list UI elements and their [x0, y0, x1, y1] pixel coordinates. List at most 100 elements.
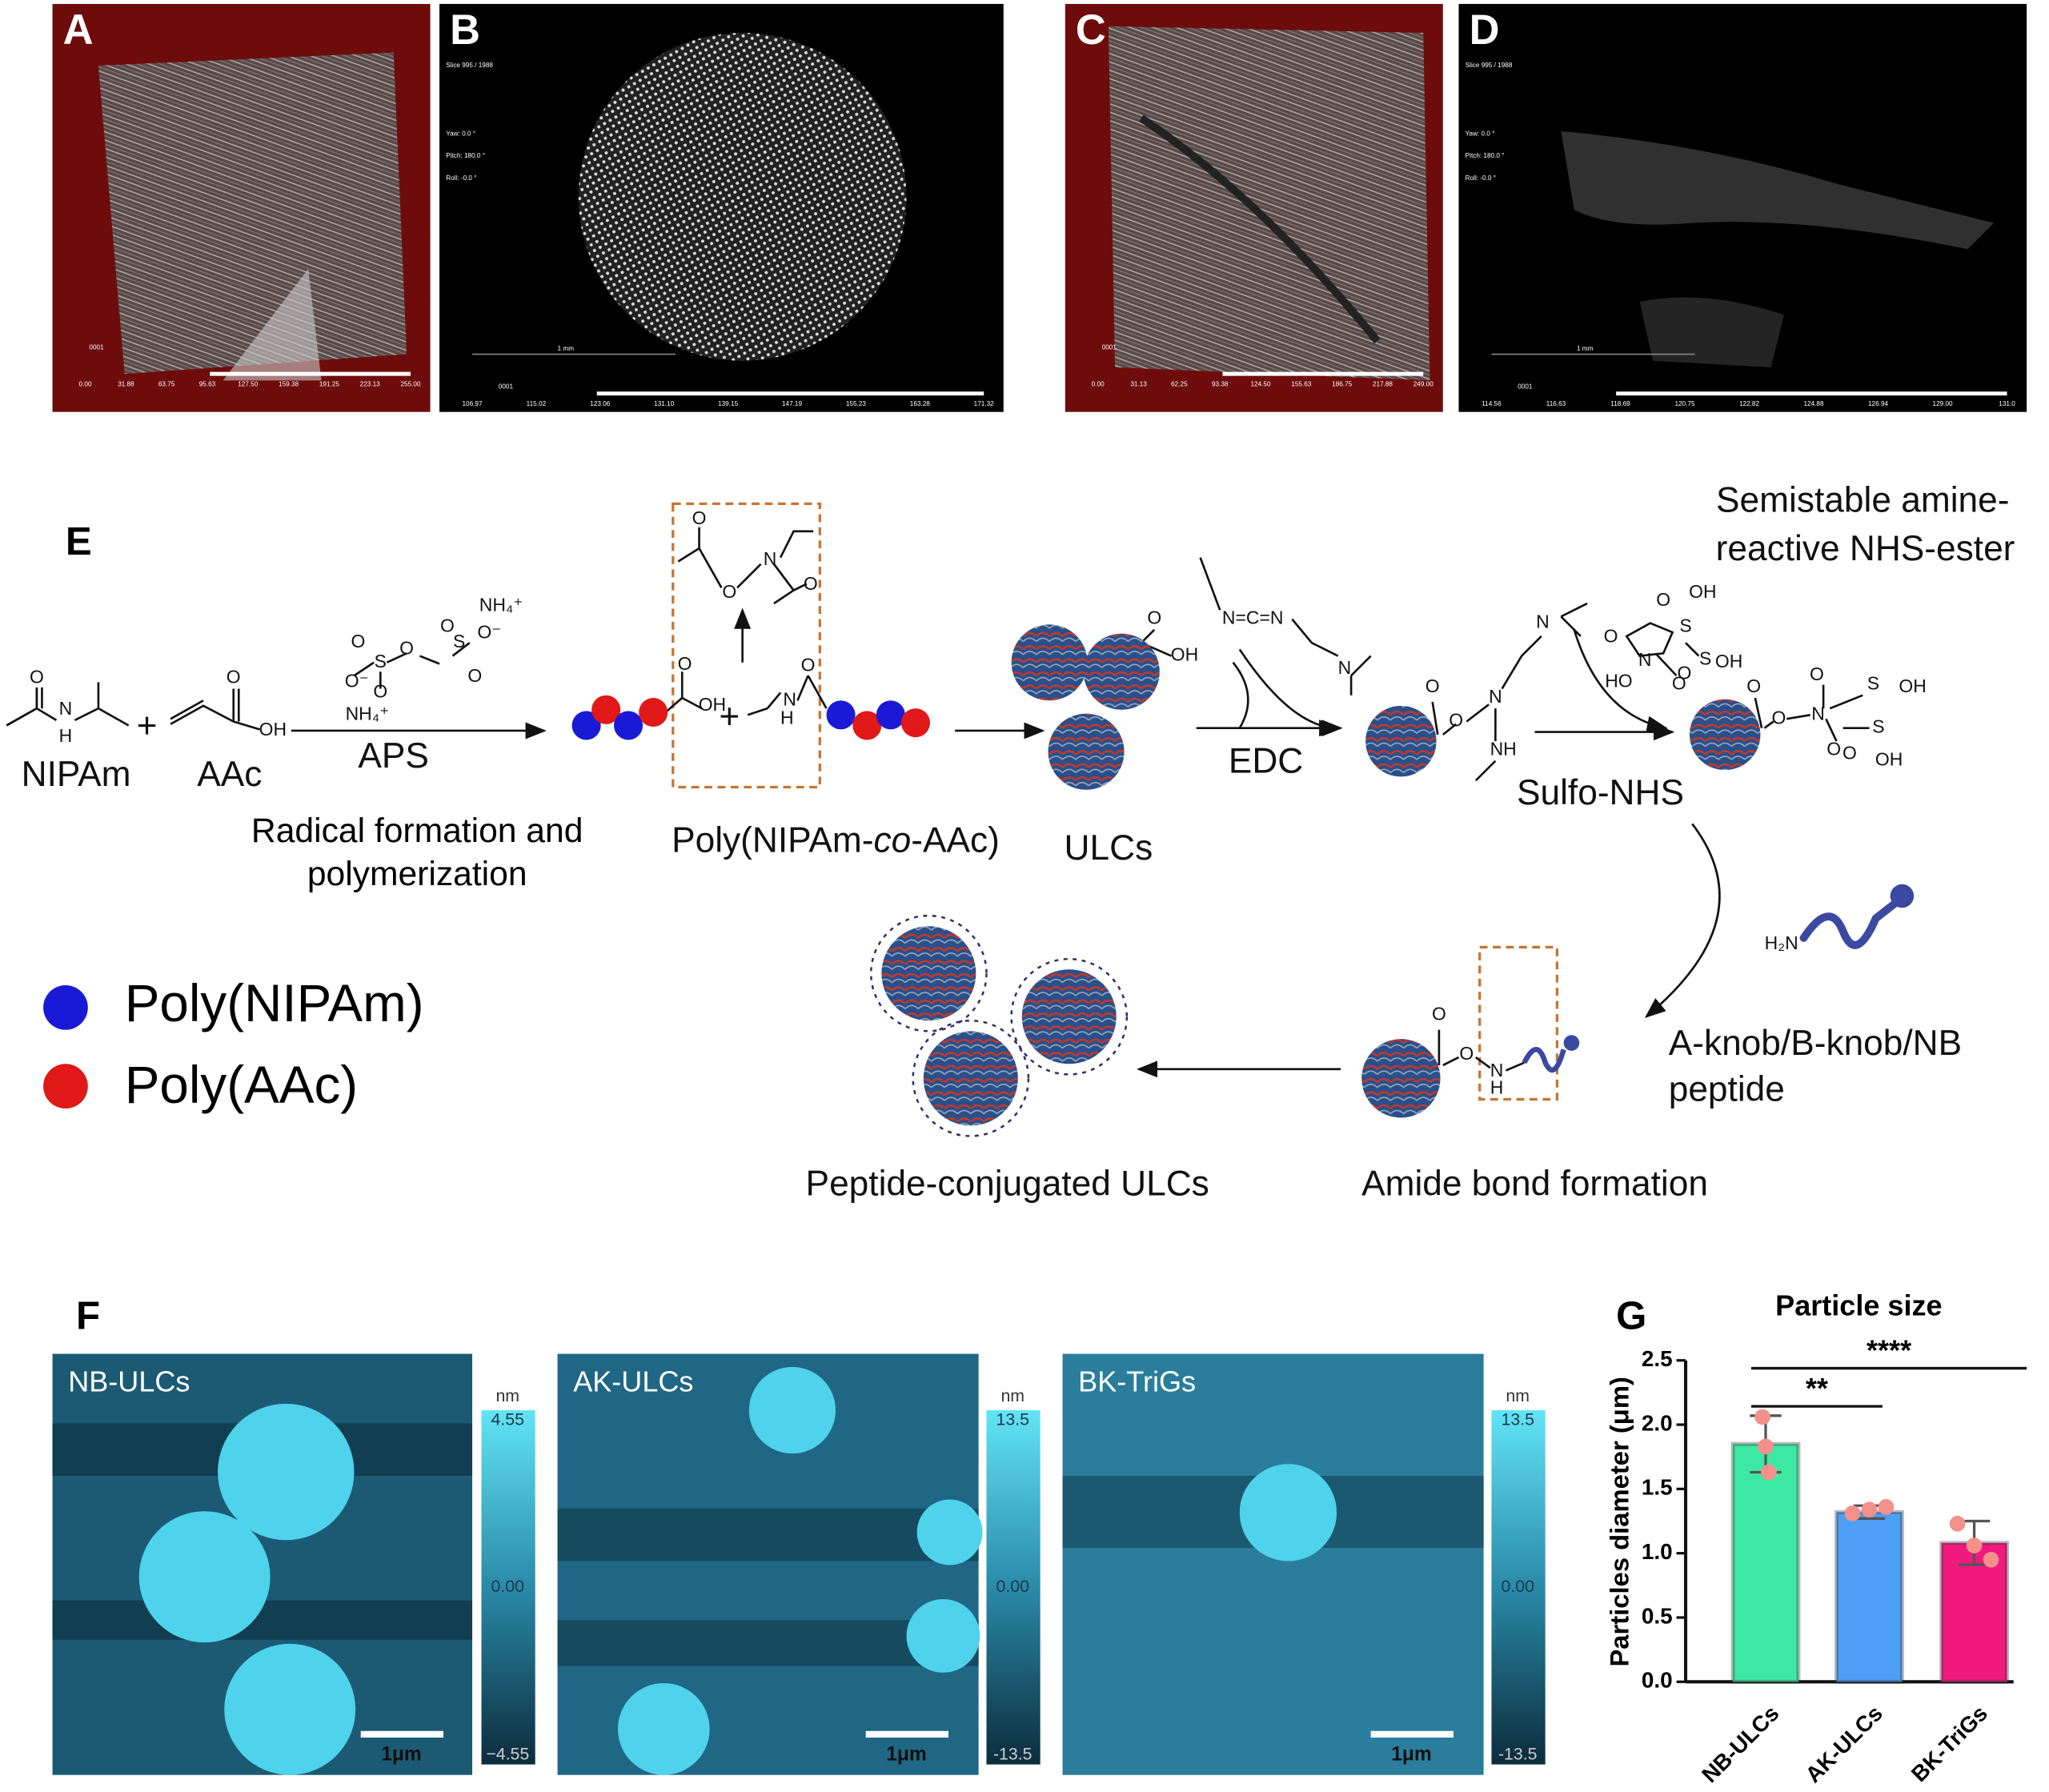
- data-point: [1966, 1537, 1983, 1553]
- atom-label: N: [1638, 649, 1652, 670]
- y-tick-label: 1.5: [1642, 1475, 1673, 1500]
- scale-tick-label: 116.63: [1546, 400, 1566, 407]
- product: Peptide-conjugated ULCs: [806, 1164, 1209, 1203]
- atom-label: O: [1842, 743, 1857, 764]
- scale-tick-label: 0.00: [1092, 380, 1105, 387]
- scale-tick-label: 93.38: [1212, 380, 1229, 387]
- frame-label: 0001: [89, 344, 104, 351]
- info-text: Roll: -0.0 °: [1466, 174, 1496, 182]
- atom-label: S: [1867, 673, 1879, 694]
- image-label: BK-TriGs: [1078, 1365, 1196, 1398]
- scale-tick-label: 159.38: [279, 380, 299, 387]
- scale-tick-label: 163.28: [910, 400, 930, 407]
- atom-label: O: [373, 681, 387, 702]
- scale-tick-label: 123.06: [590, 400, 610, 407]
- reagent: Sulfo-NHS: [1517, 773, 1684, 812]
- data-point: [1761, 1464, 1777, 1481]
- scale-tick-label: 122.82: [1739, 400, 1759, 407]
- atom-label: H: [1490, 1077, 1504, 1098]
- atom-label: OH: [699, 694, 726, 715]
- atom-label: O: [399, 637, 414, 658]
- panel-b: [439, 3, 1004, 412]
- atom-label: O: [678, 653, 692, 674]
- panel-d: [1458, 3, 2027, 412]
- scale-tick-label: 147.19: [782, 400, 802, 407]
- y-tick-label: 2.5: [1642, 1346, 1673, 1371]
- scale-bar-label: 1μm: [886, 1744, 927, 1766]
- panel-label: F: [76, 1293, 100, 1337]
- y-tick-label: 0.5: [1642, 1603, 1673, 1628]
- info-text: Pitch: 180.0 °: [446, 152, 485, 159]
- legend-label: Poly(AAc): [125, 1056, 358, 1114]
- colorbar: [1491, 1410, 1546, 1765]
- atom-label: H: [780, 707, 794, 728]
- atom-label: O: [804, 573, 818, 594]
- atom-label: O: [1604, 626, 1618, 647]
- atom-label: OH: [1689, 581, 1716, 602]
- atom-label: O: [227, 666, 241, 687]
- colorbar-label: 0.00: [1502, 1577, 1535, 1596]
- info-text: Yaw: 0.0 °: [446, 130, 475, 137]
- text: co: [874, 820, 912, 860]
- atom-label: O: [1826, 739, 1841, 760]
- scale-tick-label: 124.88: [1803, 400, 1823, 407]
- colorbar-label: 13.5: [996, 1410, 1029, 1429]
- scale-tick-label: 31.88: [118, 380, 134, 387]
- info-text: Roll: -0.0 °: [446, 174, 476, 182]
- atom-label: OH: [1171, 644, 1198, 665]
- atom-label: S: [1699, 648, 1711, 669]
- data-point: [1983, 1551, 1999, 1568]
- legend-label: Poly(NIPAm): [125, 974, 424, 1032]
- scale-tick-label: 249.00: [1413, 380, 1433, 387]
- atom-label: N: [764, 548, 777, 569]
- scale-tick-label: 127.50: [238, 380, 258, 387]
- atom-label: N: [1536, 611, 1550, 632]
- atom-label: H₂N: [1765, 932, 1798, 953]
- y-tick-label: 1.0: [1642, 1539, 1673, 1564]
- atom-label: S: [1872, 716, 1884, 737]
- panel-label: D: [1470, 7, 1500, 54]
- scale-tick-label: 126.94: [1868, 400, 1888, 407]
- atom-label: O: [1432, 1004, 1446, 1024]
- data-point: [1861, 1501, 1878, 1517]
- scale-tick-label: 255.00: [400, 380, 420, 387]
- reagent: NIPAm: [22, 755, 131, 794]
- info-text: Pitch: 180.0 °: [1466, 152, 1505, 159]
- text: Poly(NIPAm-: [672, 820, 873, 860]
- atom-label: O⁻: [477, 622, 501, 643]
- image-label: AK-ULCs: [573, 1365, 693, 1398]
- step-label: polymerization: [307, 855, 527, 893]
- scale-tick-label: 62.25: [1171, 380, 1188, 387]
- panel-c: [1065, 3, 1443, 412]
- panel-f: F NB-ULCs 1μm nm 4.55 0.00 −4.55 AK-ULCs 1μm nm 1…: [52, 1293, 1546, 1775]
- atom-label: O⁻: [345, 670, 369, 691]
- atom-label: O: [1677, 663, 1691, 684]
- atom-label: O: [1656, 589, 1670, 610]
- plus: +: [137, 706, 158, 745]
- atom-label: O: [467, 665, 482, 686]
- panel-label: A: [63, 7, 94, 54]
- data-point: [1949, 1515, 1966, 1532]
- panel-e-text: E NIPAm + AAc APS Radical formation and …: [22, 480, 2015, 1203]
- atom-label: O: [1449, 710, 1463, 731]
- colorbar-label: 13.5: [1502, 1410, 1534, 1429]
- bar: [1730, 1441, 1801, 1684]
- info-text: Yaw: 0.0 °: [1466, 130, 1495, 137]
- x-tick-label: BK-TriGs: [1907, 1701, 1992, 1786]
- atom-label: OH: [1875, 749, 1903, 770]
- atom-label: O: [801, 655, 816, 676]
- scale-tick-label: 106.97: [462, 400, 482, 407]
- scale-tick-label: 223.13: [360, 380, 380, 387]
- atom-label: NH₄⁺: [346, 703, 390, 724]
- scale-tick-label: 155.23: [846, 400, 866, 407]
- y-tick-label: 2.0: [1642, 1410, 1673, 1435]
- atom-label: NH₄⁺: [479, 594, 523, 615]
- y-tick-label: 0.0: [1642, 1668, 1673, 1693]
- y-axis-label: Particles diameter (μm): [1604, 1377, 1634, 1666]
- scale-tick-label: 155.63: [1291, 380, 1311, 387]
- atom-label: O: [440, 615, 455, 636]
- scale-tick-label: 118.69: [1610, 400, 1630, 407]
- colorbar-label: 0.00: [996, 1577, 1030, 1596]
